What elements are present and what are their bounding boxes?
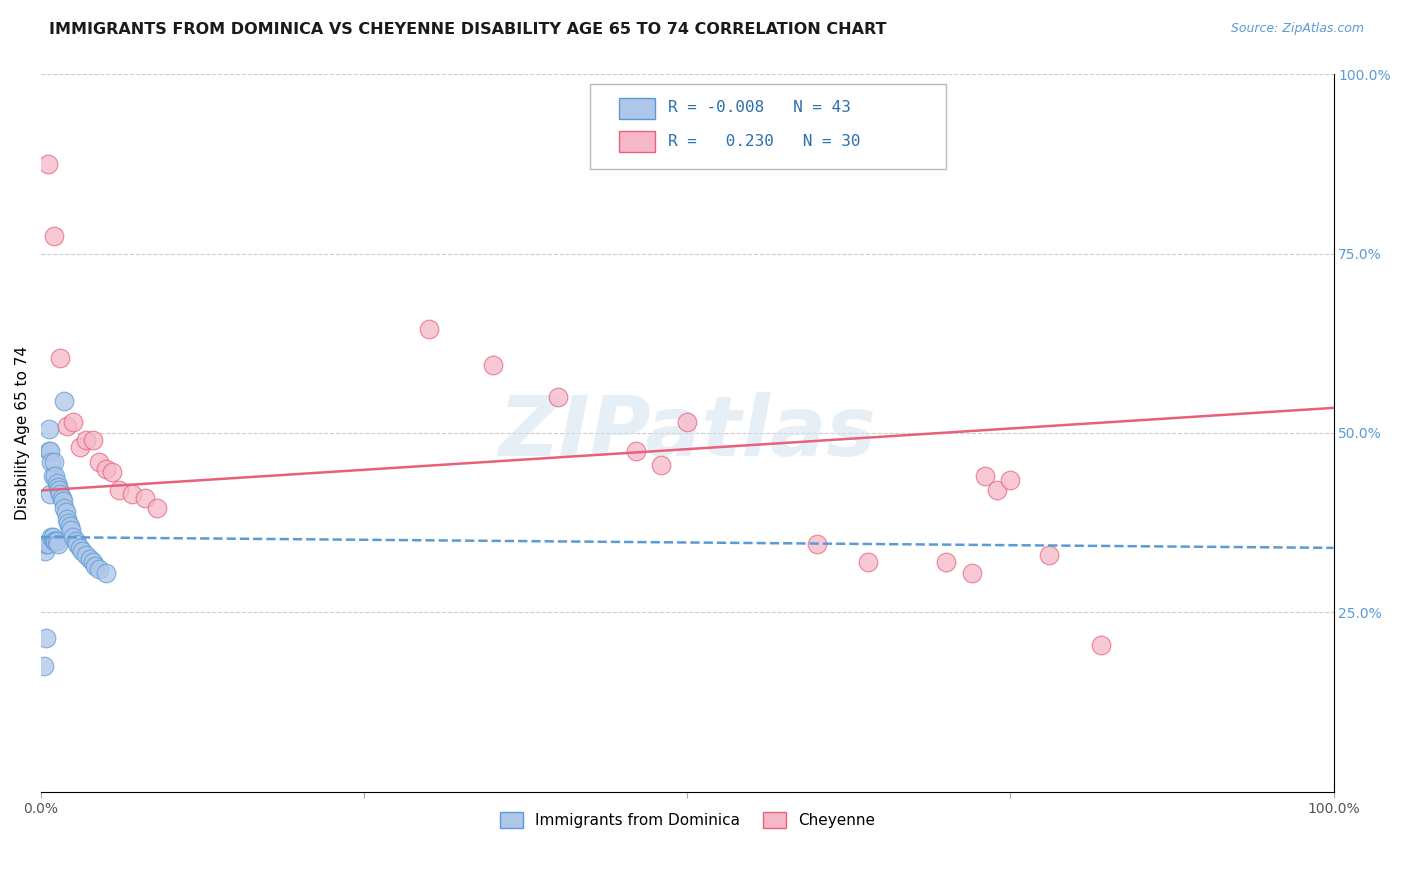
Point — [51, 491, 73, 505]
Bar — [619, 131, 655, 152]
Point — [82, 433, 104, 447]
Point — [72, 544, 94, 558]
Point — [49, 351, 72, 365]
Point — [1000, 473, 1022, 487]
Text: Source: ZipAtlas.com: Source: ZipAtlas.com — [1230, 22, 1364, 36]
Point — [41, 455, 63, 469]
Point — [547, 390, 569, 404]
Point — [58, 519, 80, 533]
Point — [82, 555, 104, 569]
Point — [89, 455, 111, 469]
Point — [75, 433, 97, 447]
Point — [45, 533, 67, 548]
Point — [58, 516, 80, 530]
Point — [37, 537, 59, 551]
Point — [48, 483, 70, 498]
Point — [56, 512, 79, 526]
Point — [32, 659, 55, 673]
Point — [53, 501, 76, 516]
Point — [44, 533, 66, 548]
Point — [676, 415, 699, 429]
Point — [42, 469, 65, 483]
Point — [42, 455, 65, 469]
Point — [38, 422, 60, 436]
Point — [42, 228, 65, 243]
Point — [62, 415, 84, 429]
Point — [59, 523, 82, 537]
Point — [55, 505, 77, 519]
Point — [46, 480, 69, 494]
Text: R = -0.008   N = 43: R = -0.008 N = 43 — [668, 100, 851, 115]
Point — [75, 548, 97, 562]
Point — [53, 393, 76, 408]
Point — [56, 418, 79, 433]
Text: IMMIGRANTS FROM DOMINICA VS CHEYENNE DISABILITY AGE 65 TO 74 CORRELATION CHART: IMMIGRANTS FROM DOMINICA VS CHEYENNE DIS… — [49, 22, 887, 37]
Point — [65, 533, 87, 548]
Point — [1038, 548, 1060, 562]
Point — [986, 483, 1008, 498]
Point — [45, 476, 67, 491]
Point — [418, 322, 440, 336]
Legend: Immigrants from Dominica, Cheyenne: Immigrants from Dominica, Cheyenne — [494, 806, 882, 835]
Point — [34, 544, 56, 558]
Text: R =   0.230   N = 30: R = 0.230 N = 30 — [668, 134, 860, 149]
Point — [35, 631, 58, 645]
Point — [121, 487, 143, 501]
Point — [624, 444, 647, 458]
Point — [44, 469, 66, 483]
Y-axis label: Disability Age 65 to 74: Disability Age 65 to 74 — [15, 346, 30, 520]
Point — [69, 441, 91, 455]
Point — [42, 530, 65, 544]
Point — [806, 537, 828, 551]
Point — [38, 444, 60, 458]
Point — [94, 462, 117, 476]
Point — [69, 541, 91, 555]
Bar — [619, 98, 655, 119]
Point — [79, 551, 101, 566]
Point — [84, 558, 107, 573]
FancyBboxPatch shape — [591, 84, 946, 169]
Point — [42, 533, 65, 548]
Point — [49, 487, 72, 501]
Point — [101, 466, 124, 480]
Point — [35, 537, 58, 551]
Point — [134, 491, 156, 505]
Point — [94, 566, 117, 580]
Point — [858, 555, 880, 569]
Point — [46, 537, 69, 551]
Point — [650, 458, 672, 473]
Point — [39, 444, 62, 458]
Point — [1090, 638, 1112, 652]
Point — [89, 562, 111, 576]
Point — [39, 487, 62, 501]
Point — [146, 501, 169, 516]
Point — [37, 157, 59, 171]
Point — [52, 494, 75, 508]
Point — [107, 483, 129, 498]
Text: ZIPatlas: ZIPatlas — [498, 392, 876, 474]
Point — [935, 555, 957, 569]
Point — [66, 537, 89, 551]
Point — [960, 566, 983, 580]
Point — [973, 469, 995, 483]
Point — [62, 530, 84, 544]
Point — [482, 358, 505, 372]
Point — [41, 530, 63, 544]
